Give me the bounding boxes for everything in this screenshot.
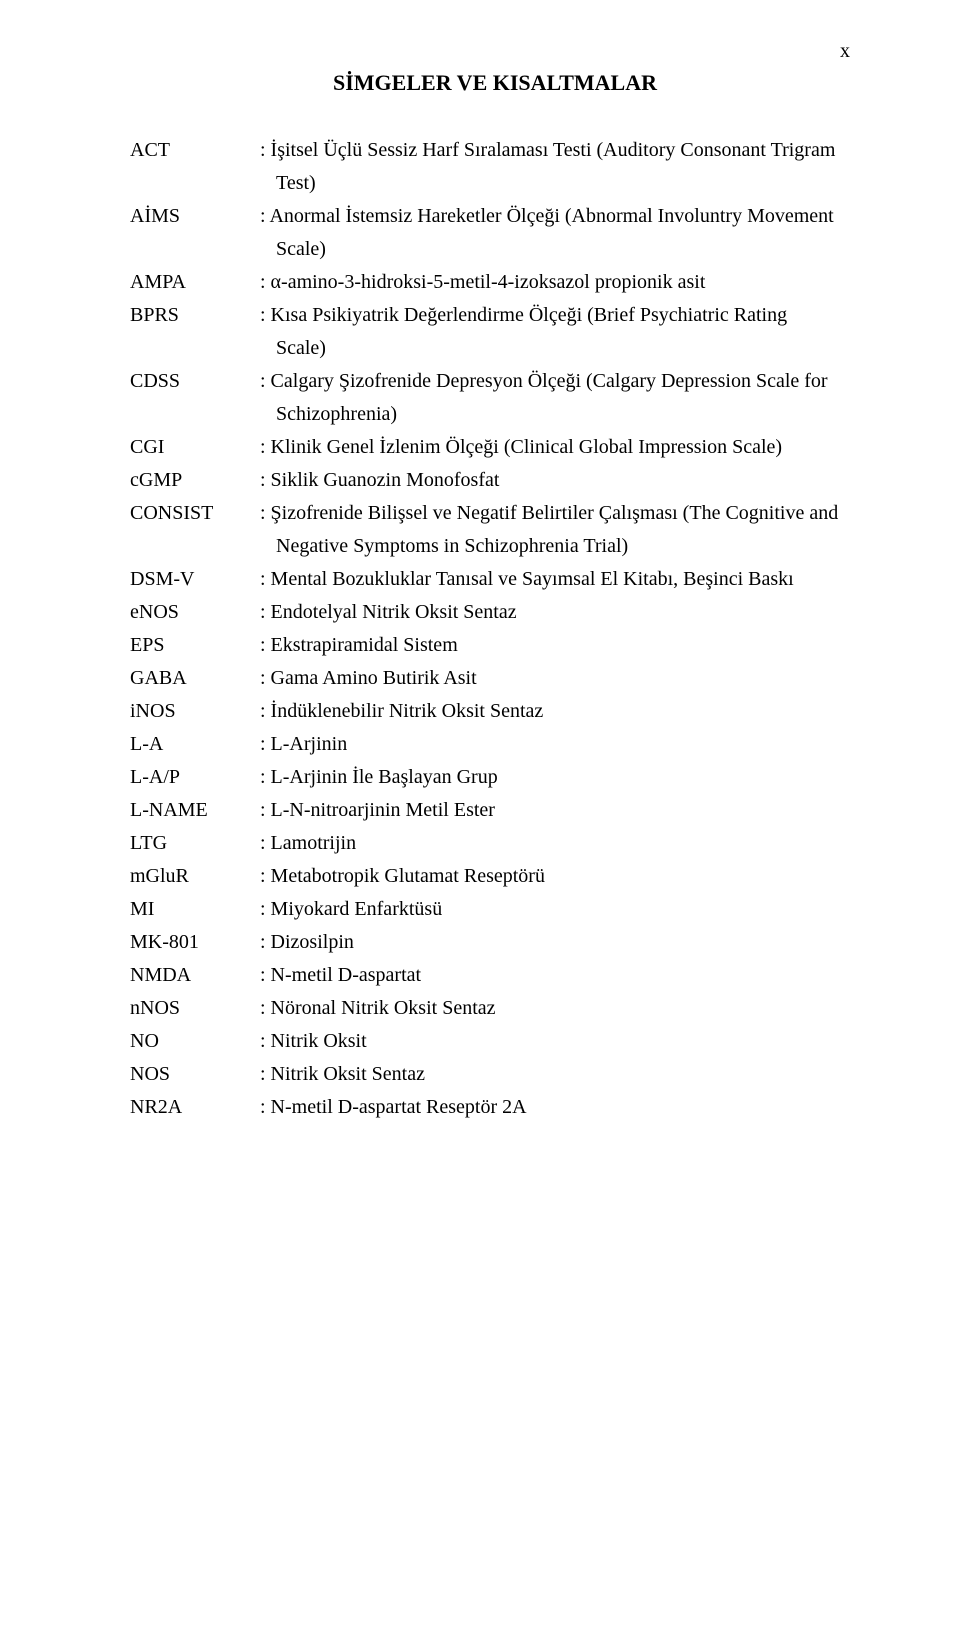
abbreviation-term: MK-801 <box>130 926 260 959</box>
abbreviation-entry: iNOS: İndüklenebilir Nitrik Oksit Sentaz <box>130 695 860 728</box>
abbreviation-entry: L-A: L-Arjinin <box>130 728 860 761</box>
abbreviation-description: : Nitrik Oksit Sentaz <box>260 1058 860 1091</box>
abbreviation-description: : Şizofrenide Bilişsel ve Negatif Belirt… <box>260 497 860 530</box>
abbreviation-description: : Dizosilpin <box>260 926 860 959</box>
abbreviation-entry: MI: Miyokard Enfarktüsü <box>130 893 860 926</box>
abbreviation-term: L-NAME <box>130 794 260 827</box>
abbreviation-description: : Ekstrapiramidal Sistem <box>260 629 860 662</box>
abbreviation-term: CDSS <box>130 365 260 398</box>
abbreviation-term: BPRS <box>130 299 260 332</box>
abbreviation-entry: L-NAME: L-N-nitroarjinin Metil Ester <box>130 794 860 827</box>
abbreviation-entry: cGMP: Siklik Guanozin Monofosfat <box>130 464 860 497</box>
abbreviation-term: NO <box>130 1025 260 1058</box>
abbreviation-description: : L-Arjinin İle Başlayan Grup <box>260 761 860 794</box>
abbreviation-description-cont: Negative Symptoms in Schizophrenia Trial… <box>130 530 860 563</box>
abbreviation-description-cont: Schizophrenia) <box>130 398 860 431</box>
abbreviation-description: : Miyokard Enfarktüsü <box>260 893 860 926</box>
abbreviation-term: DSM-V <box>130 563 260 596</box>
abbreviation-entry: NMDA: N-metil D-aspartat <box>130 959 860 992</box>
abbreviation-term: CONSIST <box>130 497 260 530</box>
abbreviation-description: : Kısa Psikiyatrik Değerlendirme Ölçeği … <box>260 299 860 332</box>
abbreviation-entry: AMPA: α-amino-3-hidroksi-5-metil-4-izoks… <box>130 266 860 299</box>
abbreviation-term: L-A/P <box>130 761 260 794</box>
abbreviation-entry: CONSIST: Şizofrenide Bilişsel ve Negatif… <box>130 497 860 530</box>
abbreviation-term: mGluR <box>130 860 260 893</box>
abbreviation-description: : Lamotrijin <box>260 827 860 860</box>
document-page: x SİMGELER VE KISALTMALAR ACT: İşitsel Ü… <box>0 0 960 1637</box>
abbreviation-entry: CGI: Klinik Genel İzlenim Ölçeği (Clinic… <box>130 431 860 464</box>
abbreviation-entry: AİMS: Anormal İstemsiz Hareketler Ölçeği… <box>130 200 860 233</box>
abbreviation-list: ACT: İşitsel Üçlü Sessiz Harf Sıralaması… <box>130 134 860 1124</box>
abbreviation-term: NR2A <box>130 1091 260 1124</box>
abbreviation-entry: L-A/P: L-Arjinin İle Başlayan Grup <box>130 761 860 794</box>
abbreviation-term: AMPA <box>130 266 260 299</box>
abbreviation-description-cont: Scale) <box>130 332 860 365</box>
abbreviation-entry: NR2A: N-metil D-aspartat Reseptör 2A <box>130 1091 860 1124</box>
abbreviation-description: : N-metil D-aspartat <box>260 959 860 992</box>
abbreviation-term: nNOS <box>130 992 260 1025</box>
abbreviation-term: cGMP <box>130 464 260 497</box>
abbreviation-description: : N-metil D-aspartat Reseptör 2A <box>260 1091 860 1124</box>
abbreviation-term: GABA <box>130 662 260 695</box>
abbreviation-term: eNOS <box>130 596 260 629</box>
abbreviation-description: : Mental Bozukluklar Tanısal ve Sayımsal… <box>260 563 860 596</box>
abbreviation-term: ACT <box>130 134 260 167</box>
abbreviation-description: : Nöronal Nitrik Oksit Sentaz <box>260 992 860 1025</box>
abbreviation-description: : Klinik Genel İzlenim Ölçeği (Clinical … <box>260 431 860 464</box>
abbreviation-entry: BPRS: Kısa Psikiyatrik Değerlendirme Ölç… <box>130 299 860 332</box>
abbreviation-description: : L-N-nitroarjinin Metil Ester <box>260 794 860 827</box>
abbreviation-entry: LTG: Lamotrijin <box>130 827 860 860</box>
abbreviation-term: NOS <box>130 1058 260 1091</box>
abbreviation-description: : İndüklenebilir Nitrik Oksit Sentaz <box>260 695 860 728</box>
abbreviation-description: : İşitsel Üçlü Sessiz Harf Sıralaması Te… <box>260 134 860 167</box>
abbreviation-description: : α-amino-3-hidroksi-5-metil-4-izoksazol… <box>260 266 860 299</box>
abbreviation-entry: ACT: İşitsel Üçlü Sessiz Harf Sıralaması… <box>130 134 860 167</box>
abbreviation-term: NMDA <box>130 959 260 992</box>
abbreviation-entry: NO: Nitrik Oksit <box>130 1025 860 1058</box>
abbreviation-term: LTG <box>130 827 260 860</box>
abbreviation-term: EPS <box>130 629 260 662</box>
abbreviation-description: : Calgary Şizofrenide Depresyon Ölçeği (… <box>260 365 860 398</box>
abbreviation-term: iNOS <box>130 695 260 728</box>
abbreviation-description: : Gama Amino Butirik Asit <box>260 662 860 695</box>
page-marker: x <box>840 40 850 63</box>
abbreviation-description: : L-Arjinin <box>260 728 860 761</box>
abbreviation-entry: mGluR: Metabotropik Glutamat Reseptörü <box>130 860 860 893</box>
abbreviation-term: L-A <box>130 728 260 761</box>
abbreviation-term: MI <box>130 893 260 926</box>
abbreviation-term: AİMS <box>130 200 260 233</box>
abbreviation-entry: DSM-V: Mental Bozukluklar Tanısal ve Say… <box>130 563 860 596</box>
abbreviation-description-cont: Test) <box>130 167 860 200</box>
abbreviation-description: : Endotelyal Nitrik Oksit Sentaz <box>260 596 860 629</box>
abbreviation-entry: EPS: Ekstrapiramidal Sistem <box>130 629 860 662</box>
abbreviation-entry: MK-801 : Dizosilpin <box>130 926 860 959</box>
page-title: SİMGELER VE KISALTMALAR <box>130 70 860 96</box>
abbreviation-entry: nNOS: Nöronal Nitrik Oksit Sentaz <box>130 992 860 1025</box>
abbreviation-description: : Anormal İstemsiz Hareketler Ölçeği (Ab… <box>260 200 860 233</box>
abbreviation-entry: GABA: Gama Amino Butirik Asit <box>130 662 860 695</box>
abbreviation-entry: CDSS: Calgary Şizofrenide Depresyon Ölçe… <box>130 365 860 398</box>
abbreviation-term: CGI <box>130 431 260 464</box>
abbreviation-entry: eNOS: Endotelyal Nitrik Oksit Sentaz <box>130 596 860 629</box>
abbreviation-entry: NOS: Nitrik Oksit Sentaz <box>130 1058 860 1091</box>
abbreviation-description: : Siklik Guanozin Monofosfat <box>260 464 860 497</box>
abbreviation-description: : Metabotropik Glutamat Reseptörü <box>260 860 860 893</box>
abbreviation-description: : Nitrik Oksit <box>260 1025 860 1058</box>
abbreviation-description-cont: Scale) <box>130 233 860 266</box>
